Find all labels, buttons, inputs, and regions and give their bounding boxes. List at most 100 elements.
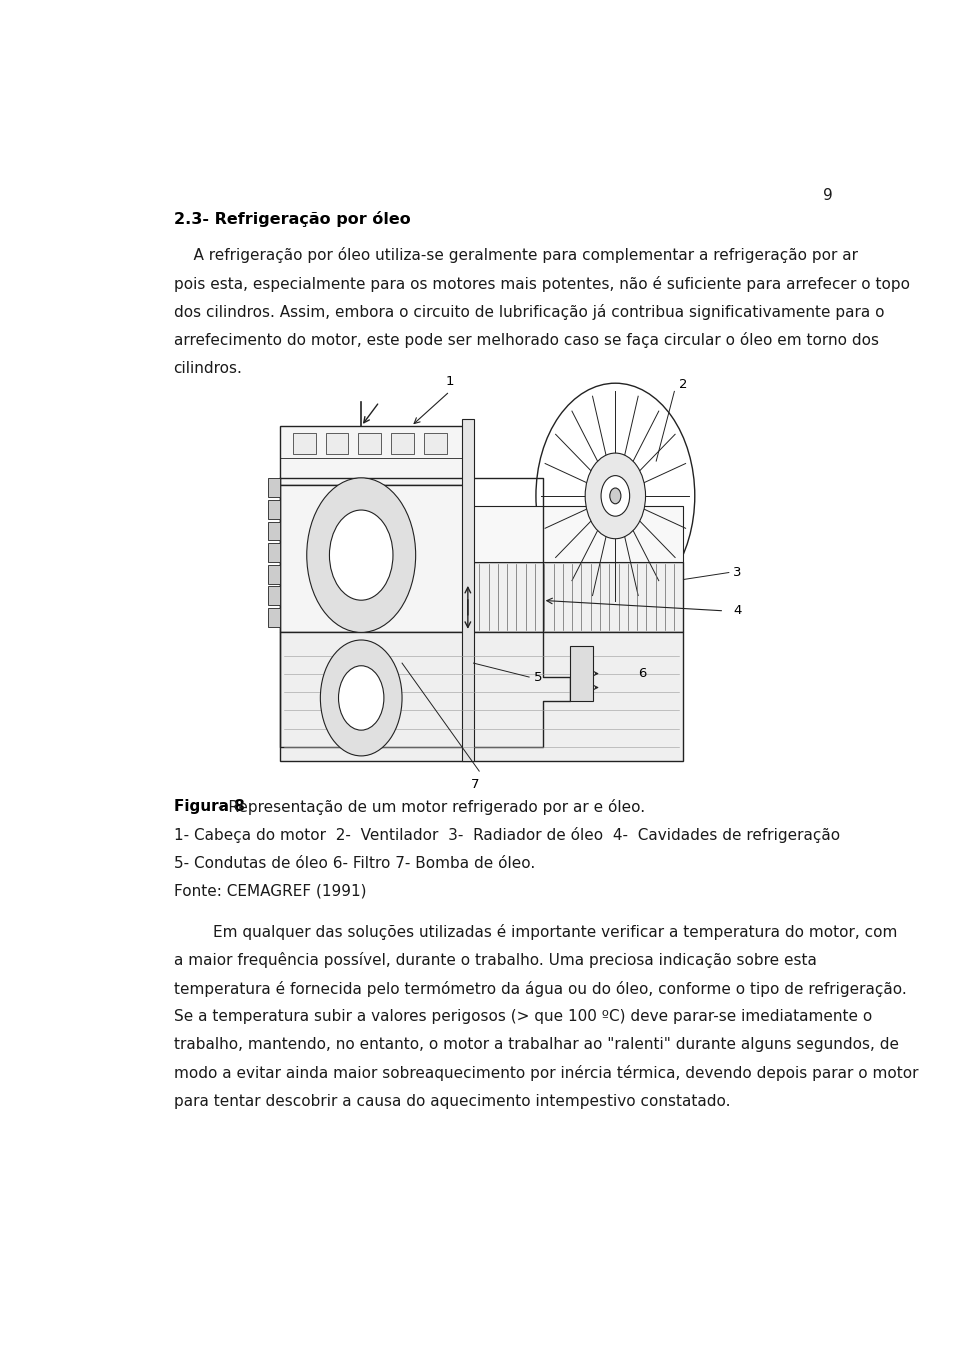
Point [627,452,638,469]
Point [587,587,598,603]
Point [592,452,604,469]
Point [650,622,661,639]
Point [680,455,691,472]
Text: A refrigeração por óleo utiliza-se geralmente para complementar a refrigeração p: A refrigeração por óleo utiliza-se geral… [174,247,857,263]
Line: 2 pts: 2 pts [545,509,587,528]
Text: para tentar descobrir a causa do aquecimento intempestivo constatado.: para tentar descobrir a causa do aquecim… [174,1094,730,1109]
Point [612,555,624,572]
Point [669,550,681,566]
Line: 2 pts: 2 pts [592,396,606,455]
Point [540,520,551,536]
Point [580,488,591,505]
Point [660,555,671,572]
Point [566,555,578,572]
Point [540,455,551,472]
Point [520,555,532,572]
Point [587,388,598,404]
Point [548,555,560,572]
Point [592,522,604,539]
Point [634,513,645,529]
Bar [570,646,592,702]
Point [680,520,691,536]
Text: pois esta, especialmente para os motores mais potentes, não é suficiente para ar: pois esta, especialmente para os motores… [174,276,909,292]
Point [633,587,644,603]
Point [627,522,638,539]
Point [586,513,597,529]
Point [548,622,560,639]
Point [278,702,290,718]
Line: 2 pts: 2 pts [545,463,587,483]
Point [566,573,578,590]
Point [278,720,290,736]
Point [634,462,645,478]
Point [610,592,621,609]
Point [576,555,588,572]
Point [673,666,684,683]
Point [501,555,513,572]
Text: 1- Cabeça do motor  2-  Ventilador  3-  Radiador de óleo  4-  Cavidades de refri: 1- Cabeça do motor 2- Ventilador 3- Radi… [174,827,840,843]
Circle shape [329,510,393,600]
Point [668,622,680,639]
Point [529,555,540,572]
Point [639,488,651,505]
Text: 1: 1 [445,374,454,388]
Bar [268,522,279,540]
Text: 5: 5 [534,670,542,684]
Text: Em qualquer das soluções utilizadas é importante verificar a temperatura do moto: Em qualquer das soluções utilizadas é im… [174,924,897,941]
Bar [268,478,279,498]
Point [511,622,522,639]
Text: arrefecimento do motor, este pode ser melhorado caso se faça circular o óleo em : arrefecimento do motor, este pode ser me… [174,332,878,348]
Bar [293,433,316,454]
Point [660,622,671,639]
Circle shape [610,488,621,503]
Point [473,622,485,639]
Bar [470,506,684,562]
Point [622,555,634,572]
Bar [462,420,473,761]
Point [473,555,485,572]
Point [594,555,606,572]
Point [669,426,681,443]
Text: dos cilindros. Assim, embora o circuito de lubrificação já contribua significati: dos cilindros. Assim, embora o circuito … [174,304,884,319]
Point [684,488,695,505]
Line: 2 pts: 2 pts [556,521,591,558]
Point [640,555,652,572]
Bar [268,500,279,518]
Point [557,622,568,639]
Point [576,622,588,639]
Line: 2 pts: 2 pts [633,531,659,581]
Point [638,500,650,517]
Text: 9: 9 [823,188,832,203]
Point [501,622,513,639]
Point [610,383,621,399]
Line: 2 pts: 2 pts [633,411,659,461]
Bar [358,433,381,454]
Point [622,622,634,639]
Text: Se a temperatura subir a valores perigosos (> que 100 ºC) deve parar-se imediata: Se a temperatura subir a valores perigos… [174,1009,872,1024]
Point [536,488,547,505]
Line: 2 pts: 2 pts [644,509,685,528]
Point [483,555,494,572]
Point [673,684,684,701]
Point [632,555,643,572]
Point [520,622,532,639]
Point [550,550,562,566]
Point [511,555,522,572]
Bar [391,433,414,454]
Bar [423,433,446,454]
Line: 2 pts: 2 pts [625,536,638,595]
Text: modo a evitar ainda maior sobreaquecimento por inércia térmica, devendo depois p: modo a evitar ainda maior sobreaquecimen… [174,1065,918,1082]
Bar [470,562,684,632]
Circle shape [601,476,630,515]
Text: 7: 7 [470,779,479,791]
Point [539,622,550,639]
Point [492,555,504,572]
Point [610,444,621,461]
Bar [279,485,468,632]
Point [668,555,680,572]
Text: 3: 3 [733,566,742,579]
Text: a maior frequência possível, durante o trabalho. Uma preciosa indicação sobre es: a maior frequência possível, durante o t… [174,953,816,968]
Text: Figura 8: Figura 8 [174,799,245,814]
Text: Fonte: CEMAGREF (1991): Fonte: CEMAGREF (1991) [174,884,366,899]
Point [492,622,504,639]
